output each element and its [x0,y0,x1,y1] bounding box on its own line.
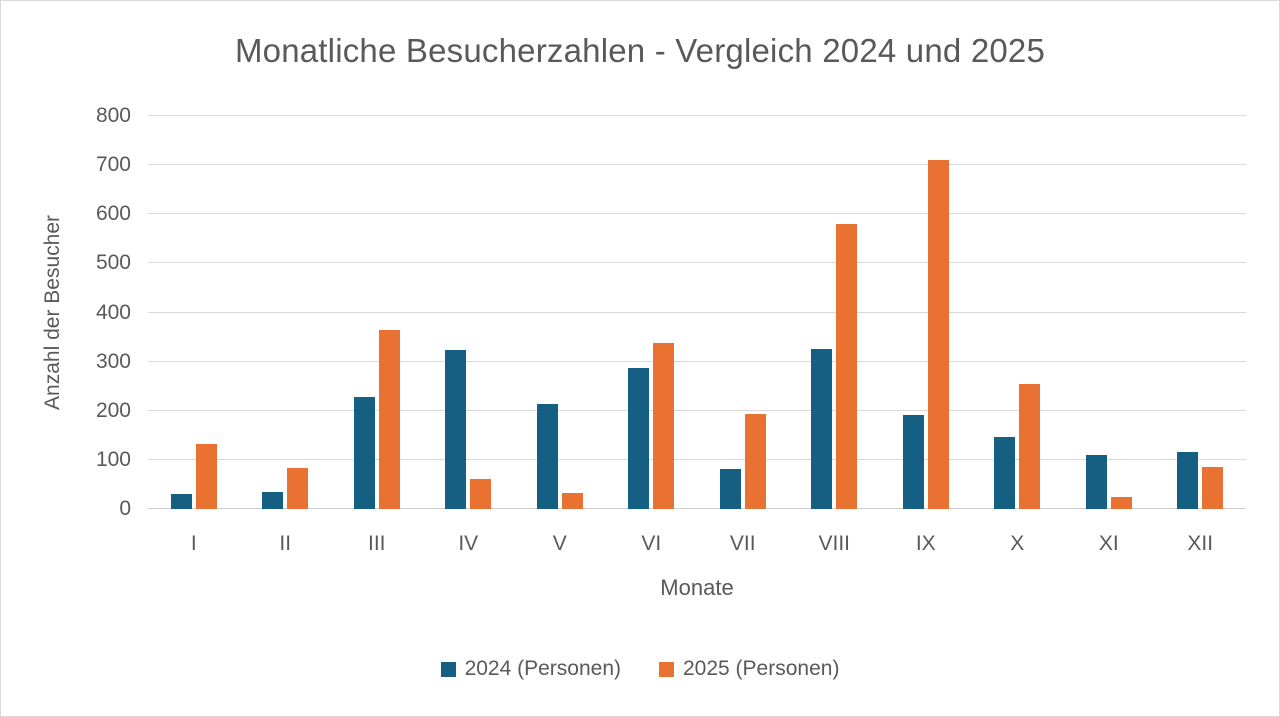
bar-2025-iv [470,478,492,509]
gridline-500 [148,262,1246,264]
bar-2024-viii [811,349,833,509]
bar-group-x [994,116,1041,509]
x-tick-label-iii: III [367,532,386,555]
bar-2024-x [994,437,1016,509]
bar-2024-ix [902,415,924,509]
gridline-700 [148,164,1246,166]
y-tick-label-500: 500 [95,251,131,275]
bar-2025-xi [1110,496,1132,509]
bar-2024-ii [262,491,284,509]
gridline-0 [148,508,1246,509]
legend-swatch-2024 [440,661,456,677]
bar-group-xi [1085,116,1132,509]
x-tick-label-ix: IX [915,532,936,555]
gridline-800 [148,115,1246,116]
bar-group-iii [353,116,400,509]
gridline-100 [148,458,1246,460]
bar-2025-viii [836,224,858,509]
bar-2025-i [195,443,217,509]
legend-label-2025: 2025 (Personen) [683,657,840,680]
x-tick-label-x: X [1010,532,1025,555]
x-tick-label-viii: VIII [818,532,850,555]
bar-group-xii [1177,116,1224,509]
legend-swatch-2025 [659,661,674,677]
bar-2024-xi [1085,454,1107,509]
x-tick-label-i: I [190,532,197,555]
x-tick-label-xi: XI [1098,532,1119,555]
bar-group-ii [262,116,309,509]
x-tick-label-xii: XII [1187,532,1214,555]
gridline-300 [148,360,1246,362]
bar-group-ix [902,116,949,509]
x-tick-label-vi: VI [641,532,662,555]
bar-2024-v [536,404,558,509]
x-tick-label-ii: II [279,532,292,555]
bar-2024-vii [719,469,741,509]
bar-group-i [170,116,217,509]
y-tick-label-700: 700 [95,153,131,177]
bar-2024-i [170,494,192,509]
legend-item-2024: 2024 (Personen) [440,657,621,681]
bar-2024-iii [353,397,375,509]
bar-groups [148,116,1246,509]
y-tick-label-400: 400 [95,300,131,324]
bar-2025-vi [653,342,675,509]
bar-2025-ii [287,467,309,509]
bar-2024-iv [445,349,467,509]
bar-2025-v [561,493,583,509]
x-axis-tick-labels: I II III IV V VI VII VIII IX X XI XII [148,532,1246,556]
y-tick-label-200: 200 [95,398,131,422]
gridline-200 [148,409,1246,411]
legend: 2024 (Personen) 2025 (Personen) [1,657,1279,681]
bar-group-iv [445,116,492,509]
x-tick-label-v: V [552,532,567,555]
bar-2025-ix [927,160,949,509]
bar-group-v [536,116,583,509]
gridline-600 [148,213,1246,215]
y-tick-label-300: 300 [95,349,131,373]
bar-2025-xii [1202,467,1224,509]
bar-group-viii [811,116,858,509]
x-axis-title: Monate [660,575,734,600]
bar-2025-x [1019,383,1041,509]
bar-2025-iii [378,329,400,509]
legend-label-2024: 2024 (Personen) [464,657,621,680]
y-axis-tick-labels: 0 100 200 300 400 500 600 700 800 [1,104,131,520]
y-tick-label-800: 800 [95,104,131,127]
bar-2025-vii [744,413,766,509]
x-tick-label-iv: IV [458,532,479,555]
bar-group-vi [628,116,675,509]
bar-group-vii [719,116,766,509]
y-tick-label-0: 0 [119,497,131,520]
bar-2024-vi [628,367,650,509]
gridline-400 [148,311,1246,313]
chart-title: Monatliche Besucherzahlen - Vergleich 20… [234,32,1046,69]
bar-2024-xii [1177,451,1199,509]
y-tick-label-100: 100 [95,447,131,471]
y-tick-label-600: 600 [95,202,131,226]
legend-item-2025: 2025 (Personen) [659,657,839,681]
plot-area [148,115,1246,509]
x-tick-label-vii: VII [729,532,756,555]
